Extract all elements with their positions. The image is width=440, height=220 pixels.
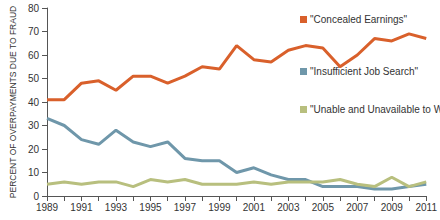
svg-text:2003: 2003 [277,202,300,213]
svg-text:2005: 2005 [312,202,335,213]
svg-text:60: 60 [28,50,40,61]
svg-text:40: 40 [28,97,40,108]
svg-text:"Unable and Unavailable to Wor: "Unable and Unavailable to Work" [310,104,440,115]
svg-text:"Concealed Earnings": "Concealed Earnings" [310,14,408,25]
svg-text:2011: 2011 [415,202,437,213]
svg-text:1993: 1993 [105,202,128,213]
svg-text:2007: 2007 [346,202,369,213]
svg-text:1991: 1991 [70,202,93,213]
svg-text:20: 20 [28,144,40,155]
svg-text:2009: 2009 [381,202,404,213]
svg-text:1999: 1999 [208,202,231,213]
svg-text:"Insufficient Job Search": "Insufficient Job Search" [310,66,419,77]
svg-text:1995: 1995 [139,202,162,213]
svg-text:10: 10 [28,167,40,178]
svg-text:50: 50 [28,73,40,84]
svg-text:PERCENT OF OVERPAYMENTS DUE TO: PERCENT OF OVERPAYMENTS DUE TO FRAUD [8,6,18,198]
svg-text:30: 30 [28,120,40,131]
svg-text:1989: 1989 [36,202,59,213]
svg-text:0: 0 [33,191,39,202]
svg-text:1997: 1997 [174,202,197,213]
svg-text:2001: 2001 [243,202,266,213]
svg-text:70: 70 [28,26,40,37]
svg-text:80: 80 [28,3,40,14]
